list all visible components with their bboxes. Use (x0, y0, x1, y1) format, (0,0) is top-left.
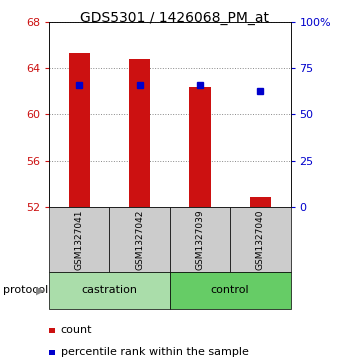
Text: GSM1327041: GSM1327041 (75, 209, 84, 270)
Bar (170, 272, 290, 309)
Text: count: count (61, 325, 92, 335)
Bar (69, 53, 90, 207)
Text: ▶: ▶ (36, 285, 44, 295)
Text: GSM1327040: GSM1327040 (256, 209, 265, 270)
Text: GDS5301 / 1426068_PM_at: GDS5301 / 1426068_PM_at (80, 11, 270, 25)
Bar (109, 207, 170, 272)
Text: GSM1327039: GSM1327039 (195, 209, 204, 270)
Text: castration: castration (81, 285, 137, 295)
Bar (170, 207, 230, 272)
Bar (49, 207, 109, 272)
Bar (129, 59, 150, 207)
Bar (189, 87, 210, 207)
Bar (230, 207, 290, 272)
Bar (49, 272, 170, 309)
Text: protocol: protocol (4, 285, 49, 295)
Text: control: control (211, 285, 250, 295)
Text: GSM1327042: GSM1327042 (135, 209, 144, 270)
Bar (250, 197, 271, 207)
Text: percentile rank within the sample: percentile rank within the sample (61, 347, 248, 357)
